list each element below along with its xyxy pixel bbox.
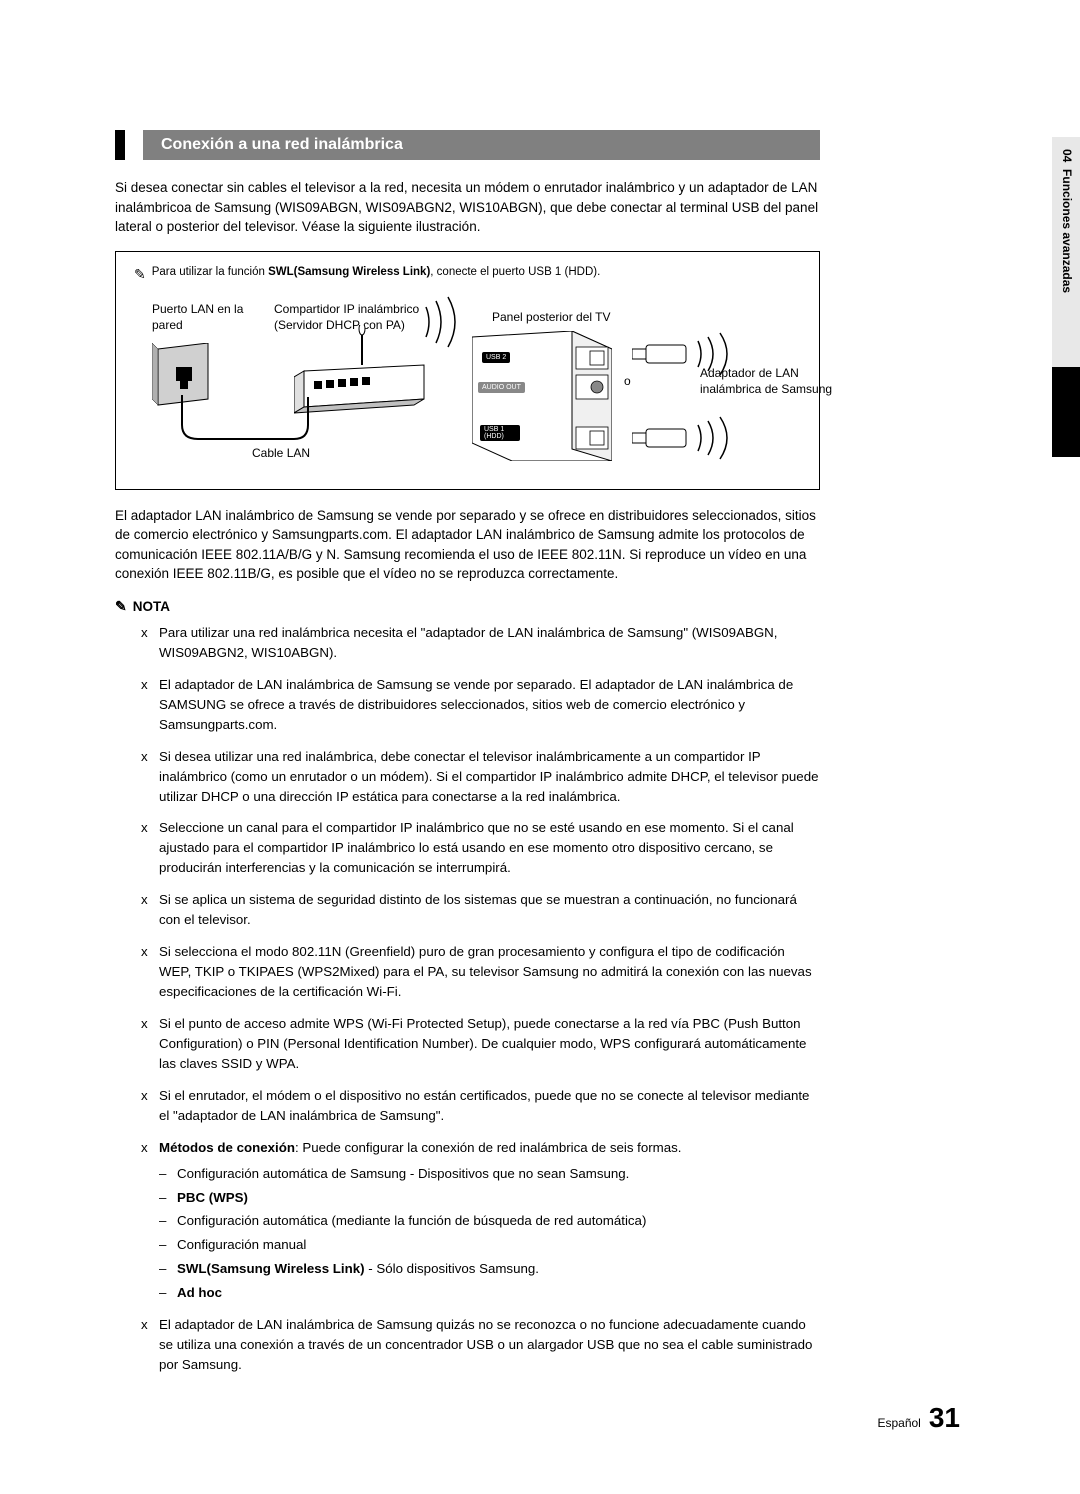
page-footer: Español 31 <box>877 1402 960 1434</box>
section-header: Conexión a una red inalámbrica <box>115 130 820 160</box>
nota-item: Seleccione un canal para el compartidor … <box>159 818 820 878</box>
lan-cable-icon <box>174 395 314 445</box>
nota-list: Para utilizar una red inalámbrica necesi… <box>115 623 820 1375</box>
method-item: Configuración automática (mediante la fu… <box>177 1211 820 1231</box>
nota-item-methods: Métodos de conexión: Puede configurar la… <box>159 1138 820 1304</box>
footer-lang: Español <box>877 1416 920 1430</box>
nota-item: El adaptador de LAN inalámbrica de Samsu… <box>159 1315 820 1375</box>
wireless-waves-icon <box>418 295 468 349</box>
intro-paragraph: Si desea conectar sin cables el televiso… <box>115 178 820 237</box>
port-audio: AUDIO OUT <box>478 377 525 393</box>
label-tv-panel: Panel posterior del TV <box>492 309 611 325</box>
label-or: o <box>624 373 631 389</box>
usb-adapter-icon <box>632 343 690 365</box>
wireless-waves-icon <box>690 415 740 461</box>
label-lan-port: Puerto LAN en la pared <box>152 301 262 333</box>
wireless-waves-icon <box>690 331 740 377</box>
diagram-note-text: Para utilizar la función SWL(Samsung Wir… <box>152 266 601 278</box>
section-bar <box>115 130 125 160</box>
section-title: Conexión a una red inalámbrica <box>143 130 820 160</box>
port-usb2: USB 2 <box>482 347 510 363</box>
nota-item: El adaptador de LAN inalámbrica de Samsu… <box>159 675 820 735</box>
nota-item: Si se aplica un sistema de seguridad dis… <box>159 890 820 930</box>
usb-adapter-icon <box>632 427 690 449</box>
method-item: SWL(Samsung Wireless Link) - Sólo dispos… <box>177 1259 820 1279</box>
side-marker <box>1052 367 1080 457</box>
page-number: 31 <box>929 1402 960 1434</box>
nota-item: Si el punto de acceso admite WPS (Wi-Fi … <box>159 1014 820 1074</box>
nota-item: Si desea utilizar una red inalámbrica, d… <box>159 747 820 807</box>
note-icon: ✎ <box>134 266 146 283</box>
nota-item: Si el enrutador, el módem o el dispositi… <box>159 1086 820 1126</box>
note-icon: ✎ <box>115 598 127 615</box>
nota-item: Si selecciona el modo 802.11N (Greenfiel… <box>159 942 820 1002</box>
methods-sublist: Configuración automática de Samsung - Di… <box>159 1164 820 1304</box>
router-icon <box>294 325 434 417</box>
manual-page: Conexión a una red inalámbrica Si desea … <box>0 0 940 1375</box>
nota-item: Para utilizar una red inalámbrica necesi… <box>159 623 820 663</box>
method-item: Configuración manual <box>177 1235 820 1255</box>
connection-diagram: ✎ Para utilizar la función SWL(Samsung W… <box>115 251 820 490</box>
diagram-content: Puerto LAN en la pared Compartidor IP in… <box>134 295 801 475</box>
method-item: PBC (WPS) <box>177 1188 820 1208</box>
nota-header: ✎ NOTA <box>115 598 820 615</box>
side-tab: 04 Funciones avanzadas <box>1052 137 1080 367</box>
port-usb1: USB 1 (HDD) <box>480 425 520 442</box>
method-item: Ad hoc <box>177 1283 820 1303</box>
diagram-note: ✎ Para utilizar la función SWL(Samsung W… <box>134 266 801 283</box>
method-item: Configuración automática de Samsung - Di… <box>177 1164 820 1184</box>
label-cable: Cable LAN <box>252 445 310 461</box>
post-diagram-paragraph: El adaptador LAN inalámbrico de Samsung … <box>115 506 820 584</box>
